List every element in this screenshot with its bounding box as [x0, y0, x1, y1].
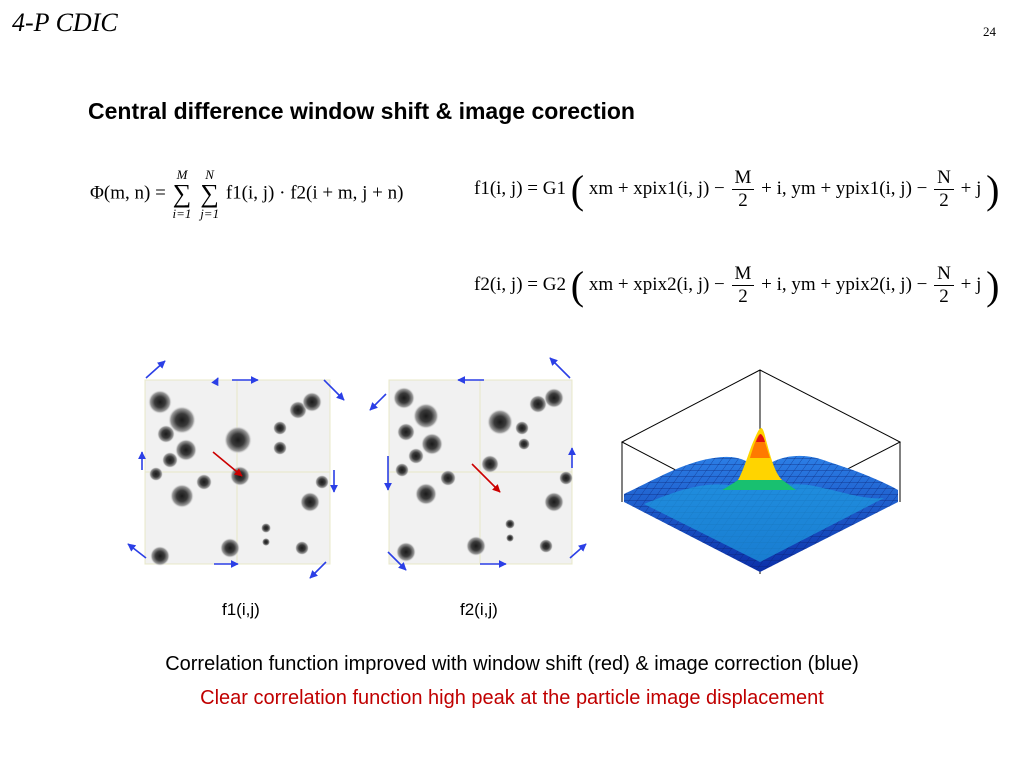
f2-term-y: + i, ym + ypix2(i, j) − — [761, 273, 928, 295]
surface-peak-upper — [750, 434, 770, 458]
close-paren: ) — [986, 263, 1000, 308]
window-shift-arrow — [212, 451, 243, 477]
f2-term-x: xm + xpix2(i, j) − — [588, 273, 725, 295]
fraction-m-over-2: M 2 — [731, 167, 755, 212]
image-caption-f2: f2(i,j) — [460, 600, 498, 619]
f2-tail: + j — [960, 273, 982, 295]
sum-i: M ∑ i=1 — [173, 168, 192, 220]
particle-dots — [393, 387, 573, 562]
particle-image-f1 — [127, 360, 345, 579]
sum-upper-n: N — [205, 167, 214, 182]
f1-equation: f1(i, j) = G1 ( xm + xpix1(i, j) − M 2 +… — [474, 166, 999, 213]
f1-term-y: + i, ym + ypix1(i, j) − — [761, 177, 928, 199]
image-caption-f1: f1(i,j) — [222, 600, 260, 619]
correlation-equation: Φ(m, n) = M ∑ i=1 N ∑ j=1 f1(i, j) · f2(… — [90, 168, 403, 220]
f1-tail: + j — [960, 177, 982, 199]
correlation-surface-plot — [620, 369, 902, 574]
image-correction-arrows — [127, 360, 345, 579]
sigma-symbol: ∑ — [172, 179, 192, 208]
equation-rhs: f1(i, j) · f2(i + m, j + n) — [225, 182, 404, 204]
surface-peak-top — [756, 434, 765, 442]
open-paren: ( — [570, 263, 585, 308]
particle-image-f2 — [369, 357, 587, 571]
sum-upper-m: M — [176, 167, 188, 182]
fraction-n-over-2: N 2 — [934, 263, 954, 308]
caption-peak-displacement: Clear correlation function high peak at … — [200, 687, 824, 709]
surface-ripple — [644, 484, 884, 562]
window-shift-arrow — [471, 463, 501, 493]
fraction-n-over-2: N 2 — [934, 167, 954, 212]
f1-term-x: xm + xpix1(i, j) − — [588, 177, 725, 199]
equation-lhs: Φ(m, n) = — [90, 182, 166, 204]
sum-lower-j: j=1 — [200, 206, 220, 221]
open-paren: ( — [570, 167, 585, 212]
particle-dots — [148, 390, 329, 566]
slide-title: 4-P CDIC — [12, 8, 118, 37]
f1-lhs: f1(i, j) = G1 — [474, 177, 566, 199]
sigma-symbol: ∑ — [200, 179, 219, 208]
image-correction-arrows — [369, 357, 587, 571]
section-heading: Central difference window shift & image … — [88, 98, 635, 124]
caption-correlation-improvement: Correlation function improved with windo… — [165, 653, 859, 675]
surface-peak-base — [722, 480, 796, 490]
f2-lhs: f2(i, j) = G2 — [474, 273, 566, 295]
close-paren: ) — [986, 167, 1000, 212]
sum-j: N ∑ j=1 — [200, 168, 219, 220]
fraction-m-over-2: M 2 — [731, 263, 755, 308]
f2-equation: f2(i, j) = G2 ( xm + xpix2(i, j) − M 2 +… — [474, 262, 999, 309]
page-number: 24 — [983, 24, 996, 39]
sum-lower-i: i=1 — [172, 206, 192, 221]
